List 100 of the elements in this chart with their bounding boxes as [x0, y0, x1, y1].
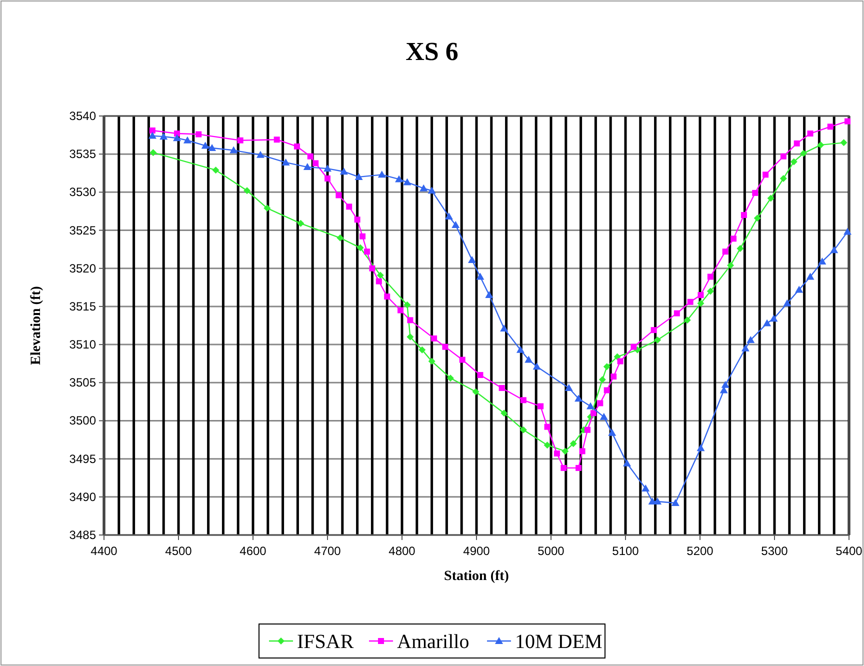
- point: [476, 272, 484, 280]
- point: [844, 118, 851, 124]
- point: [830, 246, 838, 254]
- legend-label: IFSAR: [297, 631, 354, 653]
- point: [707, 274, 714, 280]
- point: [730, 236, 737, 242]
- x-tick-label: 5000: [538, 544, 565, 558]
- point: [654, 336, 662, 344]
- point: [586, 402, 594, 410]
- point: [404, 301, 411, 308]
- point: [477, 372, 484, 378]
- y-tick-label: 3505: [69, 376, 96, 390]
- point: [610, 374, 617, 380]
- point: [336, 234, 344, 242]
- point: [468, 256, 476, 263]
- point: [736, 245, 744, 252]
- point: [807, 130, 814, 137]
- point: [532, 362, 541, 370]
- point: [312, 160, 319, 166]
- point: [183, 136, 192, 144]
- point: [418, 346, 426, 354]
- point: [827, 124, 834, 130]
- point: [614, 353, 621, 360]
- point: [208, 144, 216, 151]
- point: [472, 388, 480, 396]
- point: [576, 464, 582, 471]
- point: [336, 192, 342, 198]
- point: [524, 356, 533, 363]
- point: [160, 132, 168, 140]
- x-tick-label: 4800: [388, 544, 416, 558]
- point: [608, 428, 616, 436]
- point: [671, 499, 680, 506]
- y-tick-label: 3490: [69, 490, 96, 504]
- point: [420, 184, 428, 192]
- point: [230, 146, 238, 154]
- point: [770, 314, 778, 322]
- point: [282, 158, 290, 166]
- point: [324, 164, 332, 172]
- point: [378, 170, 386, 178]
- x-tick-label: 4400: [90, 544, 118, 558]
- x-axis-title: Station (ft): [444, 569, 510, 584]
- point: [783, 299, 792, 306]
- point: [431, 335, 438, 342]
- point: [818, 258, 826, 265]
- y-tick-label: 3540: [69, 109, 96, 123]
- point: [369, 265, 376, 272]
- legend-label: Amarillo: [397, 631, 470, 653]
- y-tick-label: 3525: [69, 223, 96, 238]
- point: [752, 190, 758, 196]
- point: [603, 363, 610, 370]
- point: [244, 187, 251, 194]
- point: [544, 424, 550, 430]
- point: [446, 374, 454, 382]
- point: [544, 442, 551, 449]
- point: [746, 336, 755, 343]
- point: [264, 204, 271, 212]
- point: [622, 459, 631, 466]
- y-tick-label: 3510: [69, 338, 96, 352]
- point: [650, 327, 657, 334]
- x-tick-label: 5200: [686, 544, 714, 558]
- point: [307, 153, 314, 160]
- point: [354, 216, 360, 223]
- point: [554, 450, 560, 456]
- point: [498, 384, 505, 391]
- point: [740, 212, 747, 218]
- point: [696, 444, 705, 452]
- point: [806, 272, 814, 280]
- point: [148, 132, 156, 139]
- point: [173, 134, 182, 142]
- point: [384, 294, 390, 300]
- point: [297, 220, 304, 227]
- point: [727, 262, 734, 269]
- point: [795, 286, 804, 293]
- point: [428, 186, 436, 194]
- point: [604, 387, 610, 394]
- point: [150, 149, 157, 156]
- point: [763, 319, 772, 326]
- point: [444, 212, 453, 220]
- point: [800, 150, 808, 157]
- point: [500, 410, 508, 417]
- point: [617, 358, 624, 364]
- point: [754, 214, 761, 222]
- x-tick-label: 5400: [836, 544, 863, 558]
- point: [844, 228, 852, 235]
- point: [564, 384, 573, 391]
- point: [459, 356, 466, 363]
- point: [780, 174, 787, 182]
- point: [721, 380, 730, 388]
- point: [698, 292, 704, 298]
- point: [303, 163, 312, 170]
- point: [590, 410, 596, 416]
- y-tick-label: 3535: [69, 147, 96, 162]
- point: [274, 136, 280, 143]
- point: [538, 403, 544, 410]
- point: [395, 175, 404, 182]
- legend-label: 10M DEM: [515, 631, 602, 653]
- point: [406, 333, 414, 340]
- point: [570, 440, 577, 448]
- y-tick-label: 3495: [69, 452, 96, 466]
- point: [790, 158, 798, 166]
